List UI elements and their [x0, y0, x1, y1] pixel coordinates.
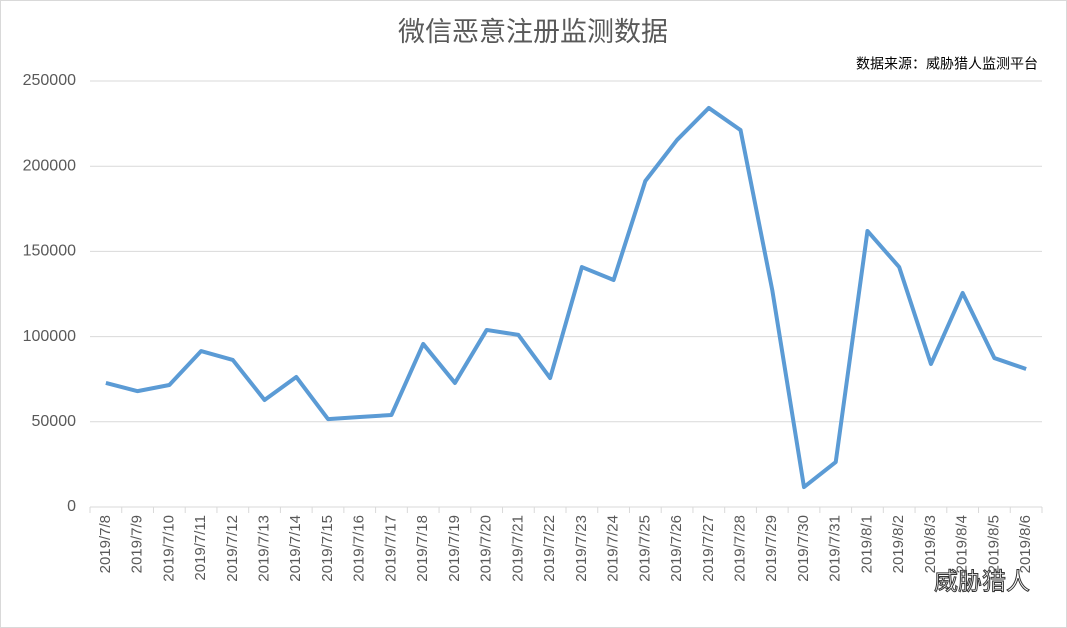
source-note: 数据来源：威胁猎人监测平台	[856, 56, 1038, 72]
y-tick-label: 100000	[23, 328, 76, 345]
x-tick-label: 2019/7/20	[478, 515, 495, 582]
x-tick-label: 2019/8/1	[858, 515, 875, 573]
x-tick-label: 2019/7/15	[319, 515, 336, 582]
x-tick-label: 2019/7/22	[541, 515, 558, 582]
x-tick-label: 2019/7/31	[827, 515, 844, 582]
x-tick-label: 2019/7/21	[509, 515, 526, 582]
x-tick-label: 2019/7/27	[700, 515, 717, 582]
x-tick-label: 2019/7/26	[668, 515, 685, 582]
x-tick-label: 2019/7/17	[382, 515, 399, 582]
x-tick-label: 2019/7/13	[256, 515, 273, 582]
x-tick-label: 2019/7/9	[129, 515, 146, 573]
x-tick-label: 2019/7/18	[414, 515, 431, 582]
x-tick-label: 2019/8/2	[890, 515, 907, 573]
x-tick-label: 2019/8/3	[922, 515, 939, 573]
x-tick-label: 2019/7/24	[605, 515, 622, 582]
chart-title: 微信恶意注册监测数据	[398, 17, 668, 47]
y-tick-label: 150000	[23, 243, 76, 260]
x-tick-label: 2019/7/11	[192, 515, 209, 581]
x-tick-label: 2019/7/14	[287, 515, 304, 582]
line-series	[105, 105, 1027, 490]
y-tick-label: 50000	[32, 413, 77, 430]
x-tick-label: 2019/7/23	[573, 515, 590, 582]
x-tick-label: 2019/7/19	[446, 515, 463, 582]
x-tick-label: 2019/7/29	[763, 515, 780, 582]
x-tick-label: 2019/7/16	[351, 515, 368, 582]
x-tick-label: 2019/8/4	[954, 515, 971, 573]
x-tick-label: 2019/8/5	[985, 515, 1002, 573]
watermark: 威胁猎人	[934, 568, 1030, 595]
x-tick-label: 2019/7/25	[636, 515, 653, 582]
y-tick-label: 200000	[23, 157, 76, 174]
x-tick-label: 2019/8/6	[1017, 515, 1034, 573]
x-tick-label: 2019/7/8	[97, 515, 114, 573]
y-tick-label: 250000	[23, 72, 76, 89]
y-tick-label: 0	[67, 498, 76, 515]
x-tick-label: 2019/7/10	[160, 515, 177, 582]
x-tick-label: 2019/7/30	[795, 515, 812, 582]
x-tick-label: 2019/7/28	[732, 515, 749, 582]
x-tick-label: 2019/7/12	[224, 515, 241, 582]
